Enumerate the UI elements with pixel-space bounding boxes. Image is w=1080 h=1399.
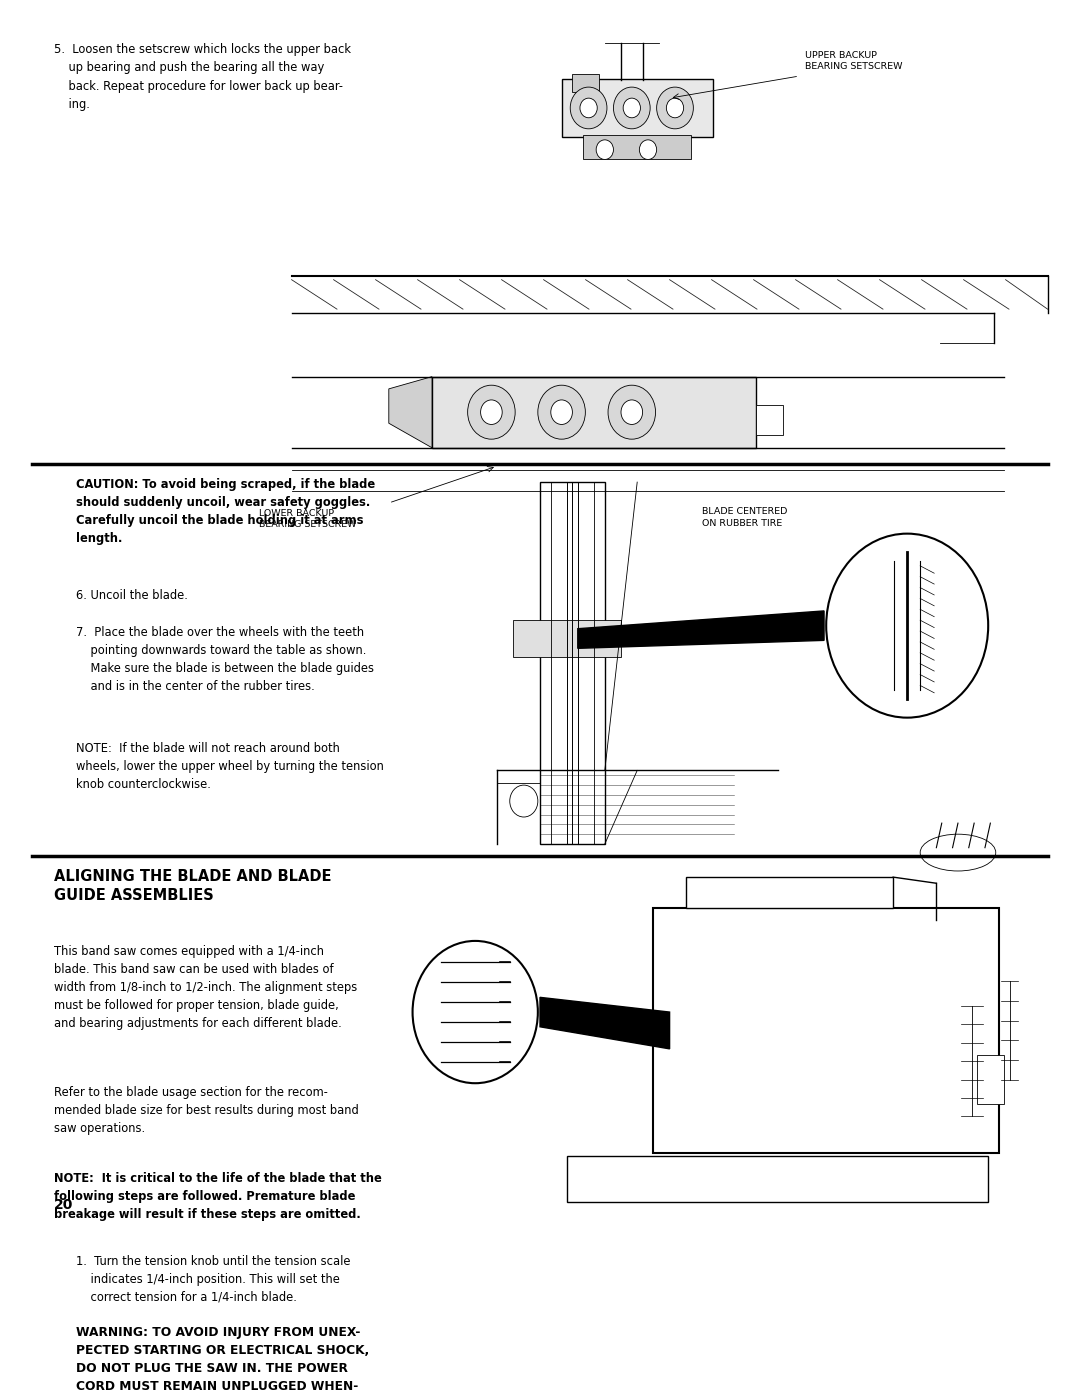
Circle shape [657, 87, 693, 129]
Bar [686, 877, 893, 908]
Text: NOTE:  It is critical to the life of the blade that the
following steps are foll: NOTE: It is critical to the life of the … [54, 1171, 381, 1220]
Circle shape [596, 140, 613, 159]
Text: 7.  Place the blade over the wheels with the teeth
    pointing downwards toward: 7. Place the blade over the wheels with … [76, 625, 374, 693]
Bar [653, 908, 999, 1153]
Ellipse shape [920, 834, 996, 872]
Circle shape [538, 385, 585, 439]
Circle shape [481, 400, 502, 424]
Bar [562, 78, 713, 137]
Bar [567, 1156, 988, 1202]
Circle shape [826, 533, 988, 718]
Text: 20: 20 [54, 1198, 73, 1212]
Text: 1.  Turn the tension knob until the tension scale
    indicates 1/4-inch positio: 1. Turn the tension knob until the tensi… [76, 1255, 350, 1304]
Text: BLADE CENTERED
ON RUBBER TIRE: BLADE CENTERED ON RUBBER TIRE [702, 508, 787, 527]
Bar [756, 404, 783, 435]
Polygon shape [578, 611, 824, 648]
Text: 5.  Loosen the setscrew which locks the upper back
    up bearing and push the b: 5. Loosen the setscrew which locks the u… [54, 43, 351, 112]
Bar [432, 376, 756, 448]
Circle shape [666, 98, 684, 118]
Circle shape [608, 385, 656, 439]
Text: ALIGNING THE BLADE AND BLADE
GUIDE ASSEMBLIES: ALIGNING THE BLADE AND BLADE GUIDE ASSEM… [54, 869, 332, 902]
Text: Refer to the blade usage section for the recom-
mended blade size for best resul: Refer to the blade usage section for the… [54, 1086, 359, 1135]
Polygon shape [389, 376, 432, 448]
Text: CAUTION: To avoid being scraped, if the blade
should suddenly uncoil, wear safet: CAUTION: To avoid being scraped, if the … [76, 478, 375, 546]
Circle shape [551, 400, 572, 424]
Circle shape [580, 98, 597, 118]
Circle shape [413, 942, 538, 1083]
Text: This band saw comes equipped with a 1/4-inch
blade. This band saw can be used wi: This band saw comes equipped with a 1/4-… [54, 944, 357, 1030]
Polygon shape [540, 997, 670, 1049]
Circle shape [468, 385, 515, 439]
Circle shape [621, 400, 643, 424]
Circle shape [623, 98, 640, 118]
Bar [583, 134, 691, 159]
Text: 6. Uncoil the blade.: 6. Uncoil the blade. [76, 589, 188, 602]
Bar [540, 483, 605, 844]
Text: NOTE:  If the blade will not reach around both
wheels, lower the upper wheel by : NOTE: If the blade will not reach around… [76, 743, 383, 792]
Text: LOWER BACKUP
BEARING SETSCREW: LOWER BACKUP BEARING SETSCREW [259, 509, 356, 529]
Bar [572, 74, 599, 92]
Circle shape [639, 140, 657, 159]
Circle shape [510, 785, 538, 817]
Circle shape [613, 87, 650, 129]
Bar [977, 1055, 1004, 1104]
Text: UPPER BACKUP
BEARING SETSCREW: UPPER BACKUP BEARING SETSCREW [805, 50, 902, 71]
Bar [513, 620, 621, 658]
Text: WARNING: TO AVOID INJURY FROM UNEX-
PECTED STARTING OR ELECTRICAL SHOCK,
DO NOT : WARNING: TO AVOID INJURY FROM UNEX- PECT… [76, 1326, 369, 1399]
Circle shape [570, 87, 607, 129]
